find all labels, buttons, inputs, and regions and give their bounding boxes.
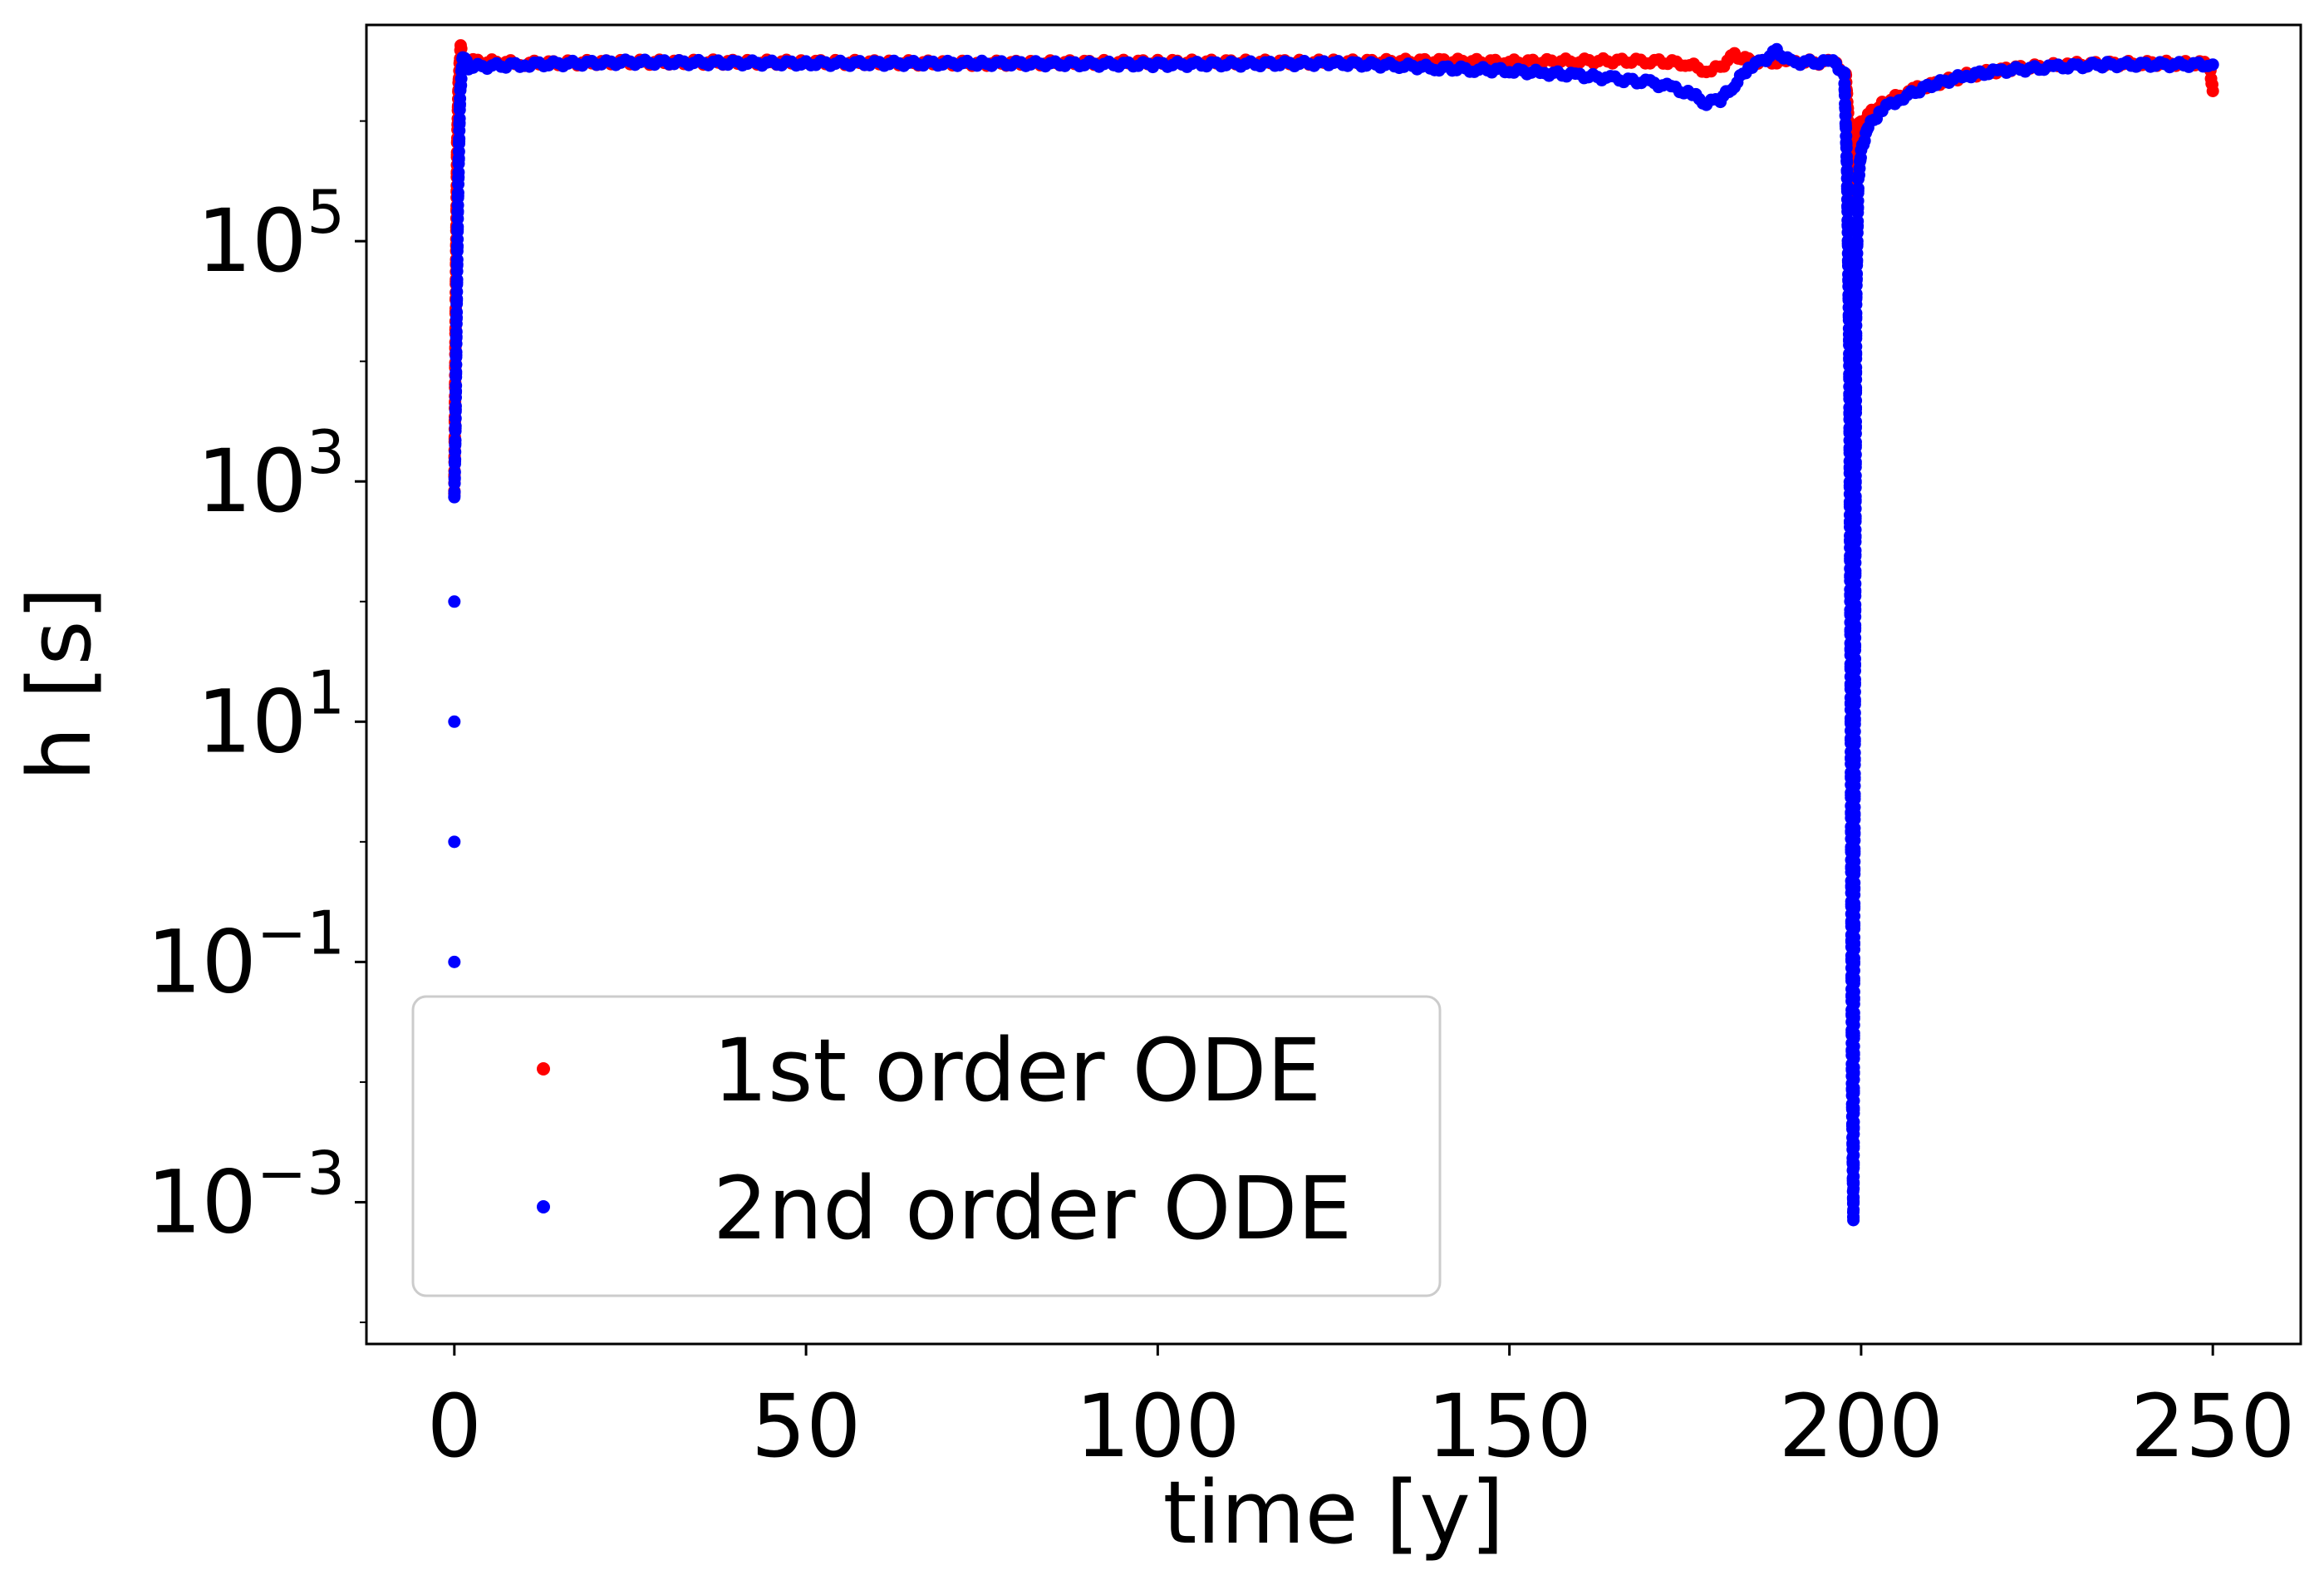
- data-point-run: [451, 97, 466, 212]
- legend-marker: [537, 1062, 550, 1076]
- data-point: [448, 715, 461, 728]
- legend-label: 2nd order ODE: [713, 1158, 1352, 1259]
- data-point-run: [518, 53, 632, 73]
- y-tick-label: 105: [197, 177, 345, 292]
- data-point-run: [975, 54, 1159, 74]
- data-point: [2206, 58, 2219, 71]
- x-axis: 0 50 100 150 200 250: [427, 1344, 2296, 1477]
- data-point-run: [1960, 63, 2004, 84]
- data-point-run: [462, 57, 527, 76]
- x-axis-label: time [y]: [1163, 1462, 1505, 1563]
- data-point-run: [1847, 717, 1861, 1227]
- data-point-run: [623, 53, 808, 72]
- data-point-run: [449, 325, 463, 438]
- data-point-run: [1784, 53, 1835, 71]
- data-point-run: [1644, 53, 1688, 72]
- data-point-run: [1538, 65, 1582, 83]
- series-layer: [448, 39, 2219, 1227]
- y-tick-exponent: 3: [307, 417, 345, 487]
- x-tick-label: 150: [1427, 1376, 1592, 1477]
- data-point-run: [1897, 78, 1934, 106]
- y-tick-base: 10: [197, 431, 307, 532]
- legend-label: 1st order ODE: [713, 1020, 1321, 1121]
- y-tick-base: 10: [147, 1151, 257, 1253]
- data-point-run: [799, 54, 984, 72]
- y-tick-base: 10: [197, 671, 307, 772]
- y-tick-exponent: −1: [257, 898, 345, 967]
- data-point: [448, 835, 461, 849]
- y-tick-label: 101: [197, 657, 345, 772]
- legend-box: [411, 995, 1442, 1297]
- y-tick-base: 10: [147, 911, 257, 1012]
- y-tick-label: 103: [197, 417, 345, 532]
- data-point-run: [1398, 57, 1442, 76]
- y-tick-exponent: −3: [257, 1138, 345, 1208]
- data-point-run: [1838, 66, 1854, 169]
- legend: 1st order ODE 2nd order ODE: [411, 995, 1442, 1297]
- data-point: [2206, 84, 2219, 97]
- data-point-run: [448, 434, 462, 504]
- data-point-run: [2100, 56, 2214, 74]
- data-point-run: [1151, 55, 1335, 73]
- data-point-run: [1503, 62, 1547, 81]
- y-tick-label: 10−1: [147, 898, 345, 1012]
- y-tick-label: 10−3: [147, 1138, 345, 1253]
- legend-marker: [537, 1200, 550, 1213]
- x-tick-label: 100: [1075, 1376, 1241, 1477]
- data-point-run: [450, 204, 464, 331]
- x-tick-label: 50: [751, 1376, 861, 1477]
- data-point-run: [1573, 52, 1652, 70]
- data-point-run: [1432, 60, 1476, 78]
- data-point-run: [2051, 57, 2109, 75]
- data-point: [448, 955, 461, 968]
- data-point-run: [1852, 151, 1867, 185]
- data-point-run: [1327, 55, 1406, 75]
- x-tick-label: 0: [427, 1376, 482, 1477]
- y-tick-base: 10: [197, 190, 307, 292]
- data-point-run: [1609, 70, 1653, 90]
- y-axis-label: h [s]: [9, 587, 111, 781]
- y-tick-exponent: 1: [307, 657, 345, 727]
- data-point-run: [1848, 298, 1863, 726]
- x-tick-label: 250: [2130, 1376, 2296, 1477]
- data-point-run: [1995, 59, 2060, 79]
- y-tick-exponent: 5: [307, 177, 345, 247]
- data-point-run: [1850, 182, 1865, 305]
- series-2: [448, 42, 2219, 1227]
- data-point-run: [1925, 69, 1969, 94]
- data-point-run: [1467, 61, 1511, 79]
- plot-frame: [365, 23, 2302, 1346]
- data-point-run: [1573, 67, 1617, 86]
- data-point: [448, 595, 461, 608]
- x-tick-label: 200: [1779, 1376, 1944, 1477]
